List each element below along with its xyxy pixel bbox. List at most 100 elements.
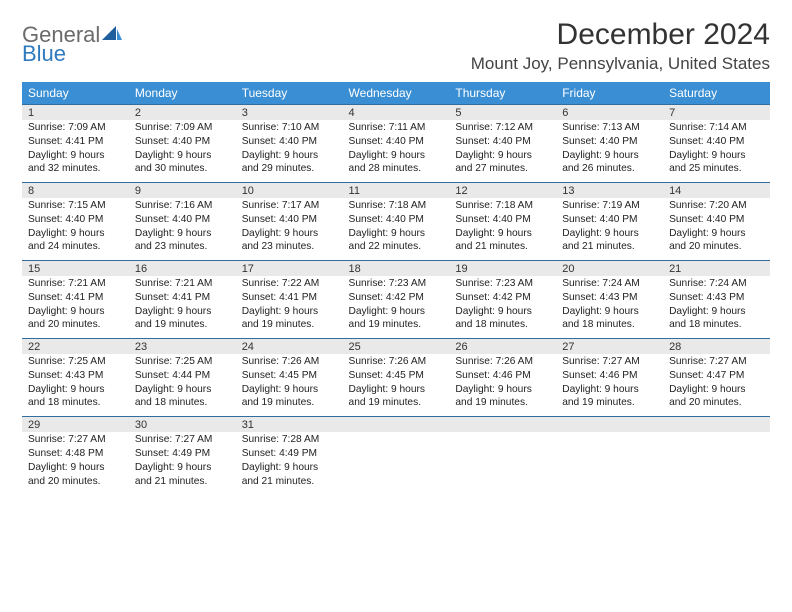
day-number: 19 bbox=[455, 263, 467, 275]
detail-row: Sunrise: 7:15 AMSunset: 4:40 PMDaylight:… bbox=[22, 198, 770, 261]
sunrise-line: Sunrise: 7:21 AM bbox=[28, 277, 123, 291]
day-number-cell: 19 bbox=[449, 261, 556, 277]
day-header-row: Sunday Monday Tuesday Wednesday Thursday… bbox=[22, 82, 770, 105]
detail-row: Sunrise: 7:09 AMSunset: 4:41 PMDaylight:… bbox=[22, 120, 770, 183]
day-number: 9 bbox=[135, 185, 141, 197]
day-number-cell: 16 bbox=[129, 261, 236, 277]
dayhead-wed: Wednesday bbox=[343, 82, 450, 105]
daylight-line: Daylight: 9 hours and 19 minutes. bbox=[349, 383, 444, 411]
sunset-line: Sunset: 4:48 PM bbox=[28, 447, 123, 461]
day-number-cell: 5 bbox=[449, 105, 556, 121]
day-detail-cell: Sunrise: 7:27 AMSunset: 4:47 PMDaylight:… bbox=[663, 354, 770, 417]
day-number-cell: 17 bbox=[236, 261, 343, 277]
location: Mount Joy, Pennsylvania, United States bbox=[471, 54, 770, 74]
day-number-cell bbox=[343, 417, 450, 433]
daylight-line: Daylight: 9 hours and 19 minutes. bbox=[135, 305, 230, 333]
daynum-row: 15161718192021 bbox=[22, 261, 770, 277]
sunrise-line: Sunrise: 7:12 AM bbox=[455, 121, 550, 135]
day-number: 16 bbox=[135, 263, 147, 275]
dayhead-mon: Monday bbox=[129, 82, 236, 105]
day-number: 6 bbox=[562, 107, 568, 119]
day-detail-cell: Sunrise: 7:14 AMSunset: 4:40 PMDaylight:… bbox=[663, 120, 770, 183]
daynum-row: 1234567 bbox=[22, 105, 770, 121]
daynum-row: 293031 bbox=[22, 417, 770, 433]
sunrise-line: Sunrise: 7:26 AM bbox=[349, 355, 444, 369]
sunrise-line: Sunrise: 7:09 AM bbox=[135, 121, 230, 135]
daylight-line: Daylight: 9 hours and 30 minutes. bbox=[135, 149, 230, 177]
sunset-line: Sunset: 4:47 PM bbox=[669, 369, 764, 383]
day-number: 29 bbox=[28, 419, 40, 431]
day-number-cell: 15 bbox=[22, 261, 129, 277]
day-number-cell: 1 bbox=[22, 105, 129, 121]
header: General Blue December 2024 Mount Joy, Pe… bbox=[22, 18, 770, 74]
day-number: 12 bbox=[455, 185, 467, 197]
day-detail-cell: Sunrise: 7:13 AMSunset: 4:40 PMDaylight:… bbox=[556, 120, 663, 183]
day-number: 26 bbox=[455, 341, 467, 353]
sunset-line: Sunset: 4:46 PM bbox=[562, 369, 657, 383]
sunset-line: Sunset: 4:40 PM bbox=[455, 213, 550, 227]
day-number: 22 bbox=[28, 341, 40, 353]
day-number: 23 bbox=[135, 341, 147, 353]
sunrise-line: Sunrise: 7:28 AM bbox=[242, 433, 337, 447]
title-block: December 2024 Mount Joy, Pennsylvania, U… bbox=[471, 18, 770, 74]
daylight-line: Daylight: 9 hours and 32 minutes. bbox=[28, 149, 123, 177]
sunset-line: Sunset: 4:41 PM bbox=[242, 291, 337, 305]
dayhead-fri: Friday bbox=[556, 82, 663, 105]
sunset-line: Sunset: 4:41 PM bbox=[135, 291, 230, 305]
sunset-line: Sunset: 4:45 PM bbox=[242, 369, 337, 383]
sunset-line: Sunset: 4:40 PM bbox=[28, 213, 123, 227]
day-detail-cell: Sunrise: 7:16 AMSunset: 4:40 PMDaylight:… bbox=[129, 198, 236, 261]
day-number-cell: 2 bbox=[129, 105, 236, 121]
sunset-line: Sunset: 4:40 PM bbox=[242, 135, 337, 149]
day-number: 13 bbox=[562, 185, 574, 197]
day-detail-cell bbox=[663, 432, 770, 494]
daylight-line: Daylight: 9 hours and 18 minutes. bbox=[28, 383, 123, 411]
day-detail-cell: Sunrise: 7:27 AMSunset: 4:49 PMDaylight:… bbox=[129, 432, 236, 494]
day-detail-cell: Sunrise: 7:19 AMSunset: 4:40 PMDaylight:… bbox=[556, 198, 663, 261]
day-number-cell: 26 bbox=[449, 339, 556, 355]
daylight-line: Daylight: 9 hours and 26 minutes. bbox=[562, 149, 657, 177]
sunrise-line: Sunrise: 7:27 AM bbox=[135, 433, 230, 447]
sunset-line: Sunset: 4:40 PM bbox=[242, 213, 337, 227]
day-detail-cell: Sunrise: 7:11 AMSunset: 4:40 PMDaylight:… bbox=[343, 120, 450, 183]
daylight-line: Daylight: 9 hours and 19 minutes. bbox=[242, 383, 337, 411]
daylight-line: Daylight: 9 hours and 19 minutes. bbox=[242, 305, 337, 333]
detail-row: Sunrise: 7:27 AM Sunset: 4:48 PMDaylight:… bbox=[22, 432, 770, 494]
sunrise-line: Sunrise: 7:26 AM bbox=[455, 355, 550, 369]
day-detail-cell bbox=[343, 432, 450, 494]
day-number-cell: 24 bbox=[236, 339, 343, 355]
daylight-line: Daylight: 9 hours and 24 minutes. bbox=[28, 227, 123, 255]
sunset-line: Sunset: 4:46 PM bbox=[455, 369, 550, 383]
sunrise-line: Sunrise: 7:09 AM bbox=[28, 121, 123, 135]
sunrise-line: Sunrise: 7:23 AM bbox=[455, 277, 550, 291]
day-detail-cell: Sunrise: 7:15 AMSunset: 4:40 PMDaylight:… bbox=[22, 198, 129, 261]
daylight-line: Daylight: 9 hours and 20 minutes. bbox=[669, 383, 764, 411]
detail-row: Sunrise: 7:21 AMSunset: 4:41 PMDaylight:… bbox=[22, 276, 770, 339]
sunrise-line: Sunrise: 7:16 AM bbox=[135, 199, 230, 213]
day-detail-cell: Sunrise: 7:12 AMSunset: 4:40 PMDaylight:… bbox=[449, 120, 556, 183]
day-number-cell: 27 bbox=[556, 339, 663, 355]
sunset-line: Sunset: 4:44 PM bbox=[135, 369, 230, 383]
sunrise-line: Sunrise: 7:24 AM bbox=[562, 277, 657, 291]
daylight-line: Daylight: 9 hours and 23 minutes. bbox=[242, 227, 337, 255]
daylight-line: Daylight: 9 hours and 20 minutes. bbox=[28, 461, 123, 489]
daylight-line: Daylight: 9 hours and 25 minutes. bbox=[669, 149, 764, 177]
sunset-line: Sunset: 4:49 PM bbox=[135, 447, 230, 461]
day-number: 25 bbox=[349, 341, 361, 353]
sunset-line: Sunset: 4:43 PM bbox=[28, 369, 123, 383]
day-number-cell: 10 bbox=[236, 183, 343, 199]
daylight-line: Daylight: 9 hours and 18 minutes. bbox=[669, 305, 764, 333]
daylight-line: Daylight: 9 hours and 22 minutes. bbox=[349, 227, 444, 255]
dayhead-thu: Thursday bbox=[449, 82, 556, 105]
day-number-cell: 20 bbox=[556, 261, 663, 277]
daylight-line: Daylight: 9 hours and 19 minutes. bbox=[349, 305, 444, 333]
day-number: 15 bbox=[28, 263, 40, 275]
day-detail-cell: Sunrise: 7:26 AMSunset: 4:46 PMDaylight:… bbox=[449, 354, 556, 417]
day-number: 21 bbox=[669, 263, 681, 275]
day-number: 20 bbox=[562, 263, 574, 275]
sunset-line: Sunset: 4:40 PM bbox=[562, 213, 657, 227]
day-number: 7 bbox=[669, 107, 675, 119]
daylight-line: Daylight: 9 hours and 28 minutes. bbox=[349, 149, 444, 177]
day-number: 11 bbox=[349, 185, 360, 197]
day-number-cell: 3 bbox=[236, 105, 343, 121]
